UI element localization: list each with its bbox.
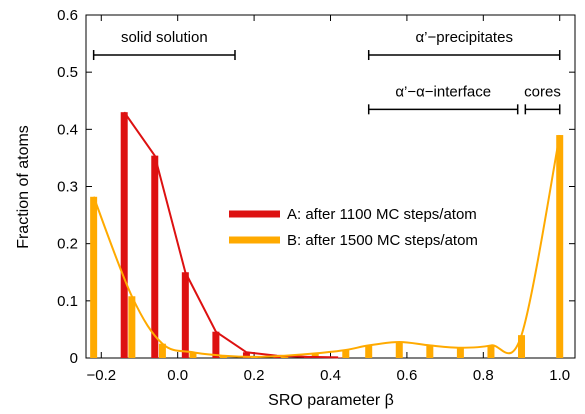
legend-label: B: after 1500 MC steps/atom <box>287 232 478 249</box>
bar-series-b <box>342 349 350 358</box>
x-tick-label: 0.8 <box>473 367 494 384</box>
x-tick-label: −0.2 <box>86 367 116 384</box>
bar-series-b <box>311 353 319 358</box>
bar-series-b <box>365 345 373 358</box>
bar-series-a <box>181 272 189 358</box>
x-tick-label: 0.4 <box>320 367 341 384</box>
annotation-label: cores <box>524 83 561 100</box>
bar-series-b <box>189 352 197 358</box>
y-tick-label: 0.2 <box>57 236 78 253</box>
bar-series-b <box>128 296 136 358</box>
annotation-label: solid solution <box>121 29 208 46</box>
bar-series-a <box>334 357 342 358</box>
bar-series-a <box>151 155 159 358</box>
bar-series-b <box>395 341 403 358</box>
y-tick-label: 0.3 <box>57 179 78 196</box>
y-tick-label: 0 <box>70 350 78 367</box>
bar-series-b <box>456 347 464 358</box>
x-tick-label: 0.0 <box>167 367 188 384</box>
legend-label: A: after 1100 MC steps/atom <box>287 206 477 223</box>
x-tick-label: 0.6 <box>396 367 417 384</box>
bar-series-b <box>158 343 166 358</box>
bar-series-a <box>212 331 220 358</box>
x-tick-label: 0.2 <box>244 367 265 384</box>
y-tick-label: 0.1 <box>57 293 78 310</box>
bar-series-b <box>487 345 495 358</box>
bar-series-b <box>556 135 564 358</box>
plot-frame <box>85 14 576 359</box>
x-tick-label: 1.0 <box>549 367 570 384</box>
annotation-label: α’−precipitates <box>415 29 512 46</box>
line-series-a <box>123 111 339 359</box>
y-axis-label: Fraction of atoms <box>15 125 32 249</box>
annotations: solid solution α’−precipitates α’−α−interf… <box>92 29 561 115</box>
y-tick-label: 0.4 <box>57 121 78 138</box>
bar-series-b <box>426 345 434 358</box>
axis-ticks: 0 0.1 0.2 0.3 0.4 0.5 0.6 −0.2 0.0 0.2 0.4 0.6 0.8 1.… <box>57 7 575 384</box>
bar-series-a <box>120 112 128 358</box>
bars <box>90 112 564 358</box>
series-lines <box>92 111 561 359</box>
legend: A: after 1100 MC steps/atom B: after 1500… <box>229 206 478 249</box>
line-series-b <box>92 134 561 358</box>
bar-series-b <box>220 355 228 358</box>
x-axis-label: SRO parameter β <box>268 392 394 409</box>
bar-series-b <box>90 196 98 358</box>
y-tick-label: 0.5 <box>57 64 78 81</box>
bar-series-b <box>518 335 526 358</box>
annotation-label: α’−α−interface <box>395 83 491 100</box>
y-tick-label: 0.6 <box>57 7 78 24</box>
bar-series-a <box>242 352 250 358</box>
